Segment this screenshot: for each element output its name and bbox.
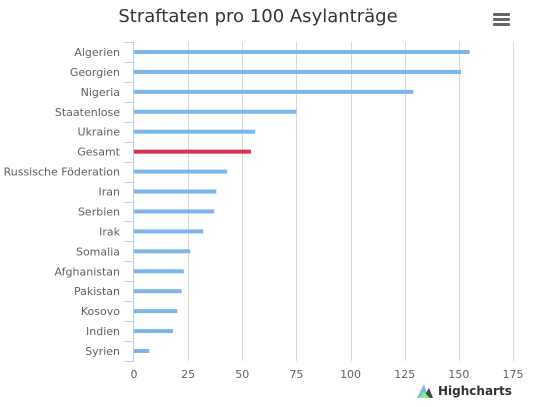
category-label: Russische Föderation (4, 166, 120, 179)
x-tick-label: 25 (181, 368, 195, 381)
x-tick-label: 100 (340, 368, 361, 381)
x-tick-label: 175 (503, 368, 524, 381)
category-label: Serbien (78, 205, 120, 218)
x-tick-label: 125 (394, 368, 415, 381)
x-tick-label: 0 (131, 368, 138, 381)
category-axis: Algerien Georgien Nigeria Staatenlose Ukrain… (4, 42, 134, 362)
bar[interactable] (134, 269, 184, 274)
bar[interactable] (134, 89, 414, 94)
menu-line-3[interactable] (493, 23, 510, 26)
category-label: Somalia (76, 245, 120, 258)
bar[interactable] (134, 129, 256, 134)
value-axis: 0 25 50 75 100 125 150 175 (131, 368, 524, 381)
highcharts-logo-icon[interactable] (417, 384, 433, 398)
grid-lines (188, 42, 514, 361)
bar[interactable] (134, 49, 470, 54)
bar[interactable] (134, 169, 228, 174)
category-label: Kosovo (81, 305, 120, 318)
export-menu-button[interactable] (488, 8, 514, 30)
bar[interactable] (134, 109, 297, 114)
x-tick-label: 75 (289, 368, 303, 381)
bar[interactable] (134, 289, 182, 294)
category-label: Afghanistan (55, 265, 121, 278)
bar[interactable] (134, 229, 204, 234)
credits-link[interactable]: Highcharts (417, 384, 512, 398)
bar[interactable] (134, 189, 217, 194)
logo-shape-3[interactable] (419, 392, 430, 398)
category-label: Iran (99, 186, 121, 199)
menu-line-2[interactable] (493, 18, 510, 21)
credits-label[interactable]: Highcharts (438, 384, 512, 398)
x-tick-label: 150 (448, 368, 469, 381)
category-label: Pakistan (74, 285, 120, 298)
category-label: Irak (99, 225, 121, 238)
bar[interactable] (134, 309, 178, 314)
category-label: Georgien (70, 66, 120, 79)
bar[interactable] (134, 69, 462, 74)
bar[interactable] (134, 329, 173, 334)
category-label: Indien (86, 325, 120, 338)
category-label: Syrien (85, 345, 120, 358)
chart-title: Straftaten pro 100 Asylanträge (118, 6, 397, 27)
hamburger-menu-icon[interactable] (493, 13, 510, 26)
category-label: Algerien (74, 46, 120, 59)
bar[interactable] (134, 249, 191, 254)
category-label: Gesamt (77, 146, 120, 159)
bar-series (134, 49, 470, 354)
bar-highlight[interactable] (134, 149, 251, 154)
bar[interactable] (134, 209, 215, 214)
category-label: Nigeria (81, 86, 120, 99)
category-label: Staatenlose (55, 106, 120, 119)
bar[interactable] (134, 349, 150, 354)
x-tick-label: 50 (235, 368, 249, 381)
category-label: Ukraine (78, 126, 121, 139)
menu-line-1[interactable] (493, 13, 510, 16)
